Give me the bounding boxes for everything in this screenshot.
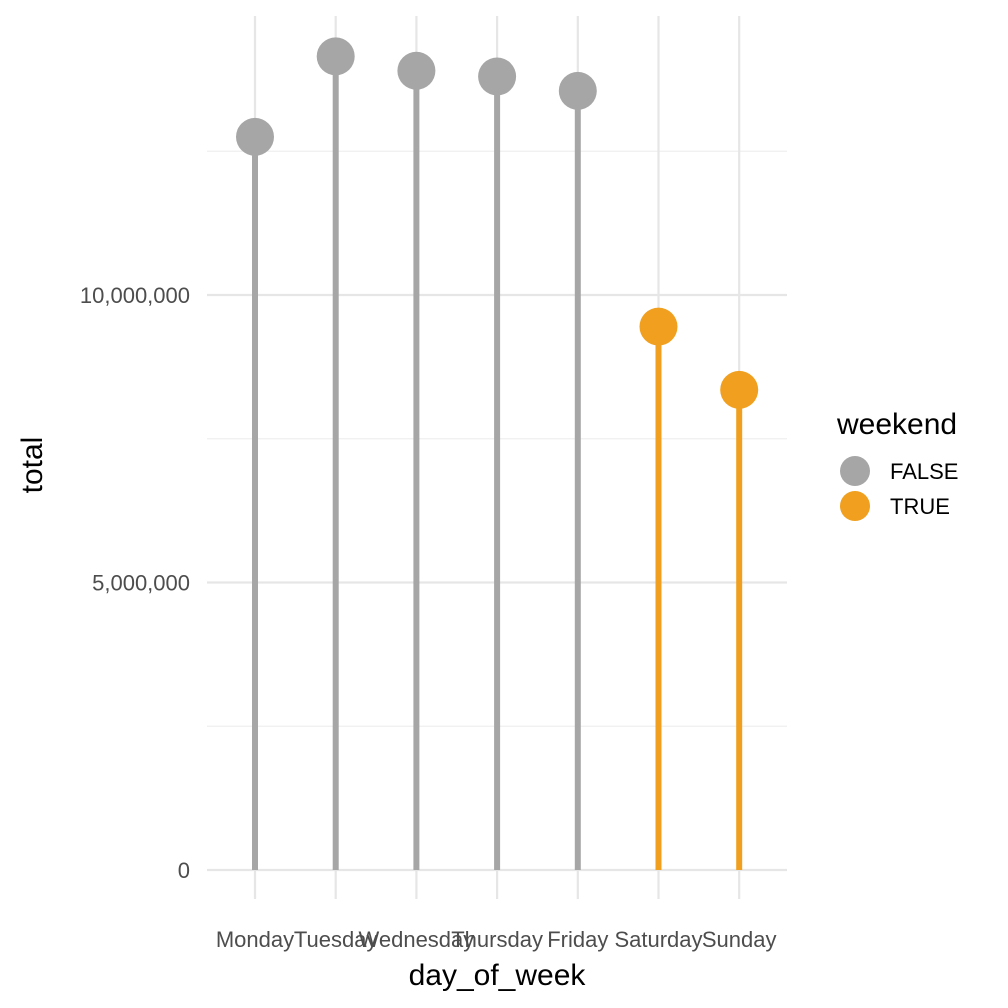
x-tick-label-saturday: Saturday	[614, 927, 702, 952]
point-thursday	[478, 57, 517, 96]
point-friday	[558, 71, 597, 110]
x-tick-label-sunday: Sunday	[702, 927, 777, 952]
legend-entries: FALSE TRUE	[840, 456, 958, 521]
legend-label-true: TRUE	[890, 494, 950, 519]
point-saturday	[639, 307, 678, 346]
x-tick-label-tuesday: Tuesday	[294, 927, 378, 952]
y-tick-label: 0	[178, 858, 190, 883]
x-tick-label-thursday: Thursday	[451, 927, 543, 952]
y-axis-ticks: 0 5,000,000 10,000,000	[80, 283, 190, 883]
points	[236, 37, 759, 409]
legend: weekend FALSE TRUE	[836, 408, 958, 521]
x-tick-label-wednesday: Wednesday	[359, 927, 475, 952]
x-tick-label-monday: Monday	[216, 927, 294, 952]
stems	[252, 56, 743, 870]
legend-key-false	[840, 456, 870, 486]
point-sunday	[720, 370, 759, 409]
y-axis-title: total	[16, 437, 49, 494]
point-tuesday	[316, 37, 355, 76]
x-axis-title: day_of_week	[409, 959, 587, 992]
legend-key-true	[840, 491, 870, 521]
legend-label-false: FALSE	[890, 459, 958, 484]
legend-title: weekend	[836, 408, 957, 441]
point-wednesday	[397, 51, 436, 90]
y-tick-label: 10,000,000	[80, 283, 190, 308]
point-monday	[236, 117, 274, 156]
x-tick-label-friday: Friday	[547, 927, 608, 952]
y-tick-label: 5,000,000	[92, 571, 190, 596]
